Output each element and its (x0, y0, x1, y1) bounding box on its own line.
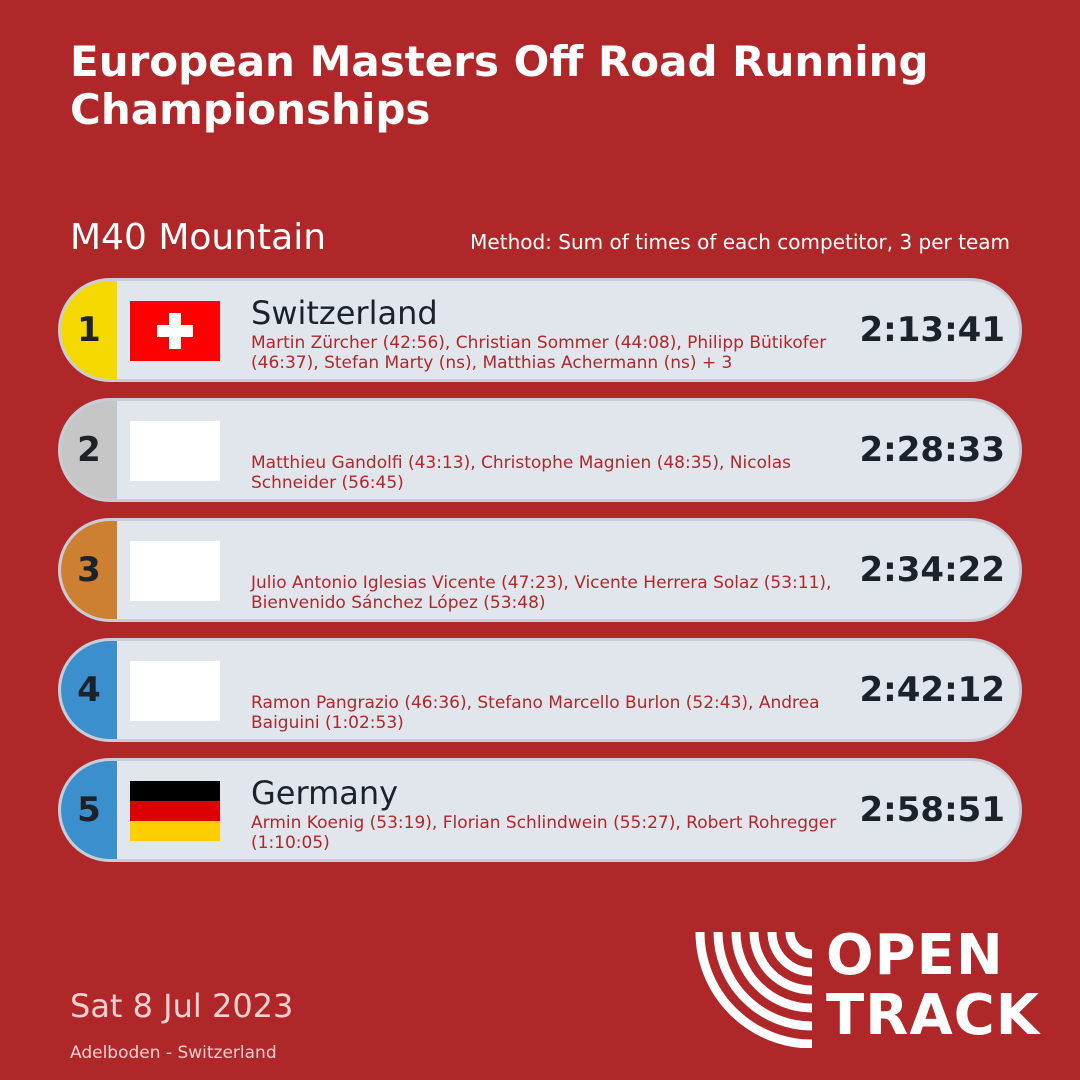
opentrack-logo: OPEN TRACK (694, 922, 1044, 1049)
result-row: 1 Switzerland Martin Zürcher (42:56), Ch… (58, 278, 1022, 382)
result-row: 2 Matthieu Gandolfi (43:13), Christophe … (58, 398, 1022, 502)
rank-badge: 2 (61, 401, 117, 499)
result-row: 5 Germany Armin Koenig (53:19), Florian … (58, 758, 1022, 862)
event-location: Adelboden - Switzerland (70, 1043, 277, 1063)
switzerland-flag-icon (130, 301, 220, 361)
rank-badge: 5 (61, 761, 117, 859)
results-list: 1 Switzerland Martin Zürcher (42:56), Ch… (58, 278, 1022, 878)
event-date: Sat 8 Jul 2023 (70, 987, 294, 1025)
athlete-list: Martin Zürcher (42:56), Christian Sommer… (251, 333, 827, 373)
athlete-list: Armin Koenig (53:19), Florian Schlindwei… (251, 813, 837, 853)
rank-badge: 3 (61, 521, 117, 619)
blank-flag-icon (130, 421, 220, 481)
blank-flag-icon (130, 661, 220, 721)
athlete-list: Matthieu Gandolfi (43:13), Christophe Ma… (251, 453, 791, 493)
team-time: 2:34:22 (859, 550, 1005, 590)
athlete-list: Ramon Pangrazio (46:36), Stefano Marcell… (251, 693, 820, 733)
team-time: 2:13:41 (859, 310, 1005, 350)
team-time: 2:58:51 (859, 790, 1005, 830)
germany-flag-icon (130, 781, 220, 841)
team-time: 2:28:33 (859, 430, 1005, 470)
rank-badge: 1 (61, 281, 117, 379)
opentrack-logo-icon (695, 931, 813, 1049)
blank-flag-icon (130, 541, 220, 601)
category-label: M40 Mountain (70, 217, 327, 258)
logo-line-open: OPEN (826, 923, 1004, 988)
rank-badge: 4 (61, 641, 117, 739)
logo-line-track: TRACK (826, 983, 1041, 1048)
country-name: Germany (251, 774, 399, 812)
team-time: 2:42:12 (859, 670, 1005, 710)
athlete-list: Julio Antonio Iglesias Vicente (47:23), … (251, 573, 832, 613)
method-label: Method: Sum of times of each competitor,… (470, 230, 1010, 254)
logo-text: OPEN TRACK (826, 926, 1040, 1046)
page-title: European Masters Off Road Running Champi… (70, 37, 929, 134)
result-row: 3 Julio Antonio Iglesias Vicente (47:23)… (58, 518, 1022, 622)
result-row: 4 Ramon Pangrazio (46:36), Stefano Marce… (58, 638, 1022, 742)
country-name: Switzerland (251, 294, 438, 332)
